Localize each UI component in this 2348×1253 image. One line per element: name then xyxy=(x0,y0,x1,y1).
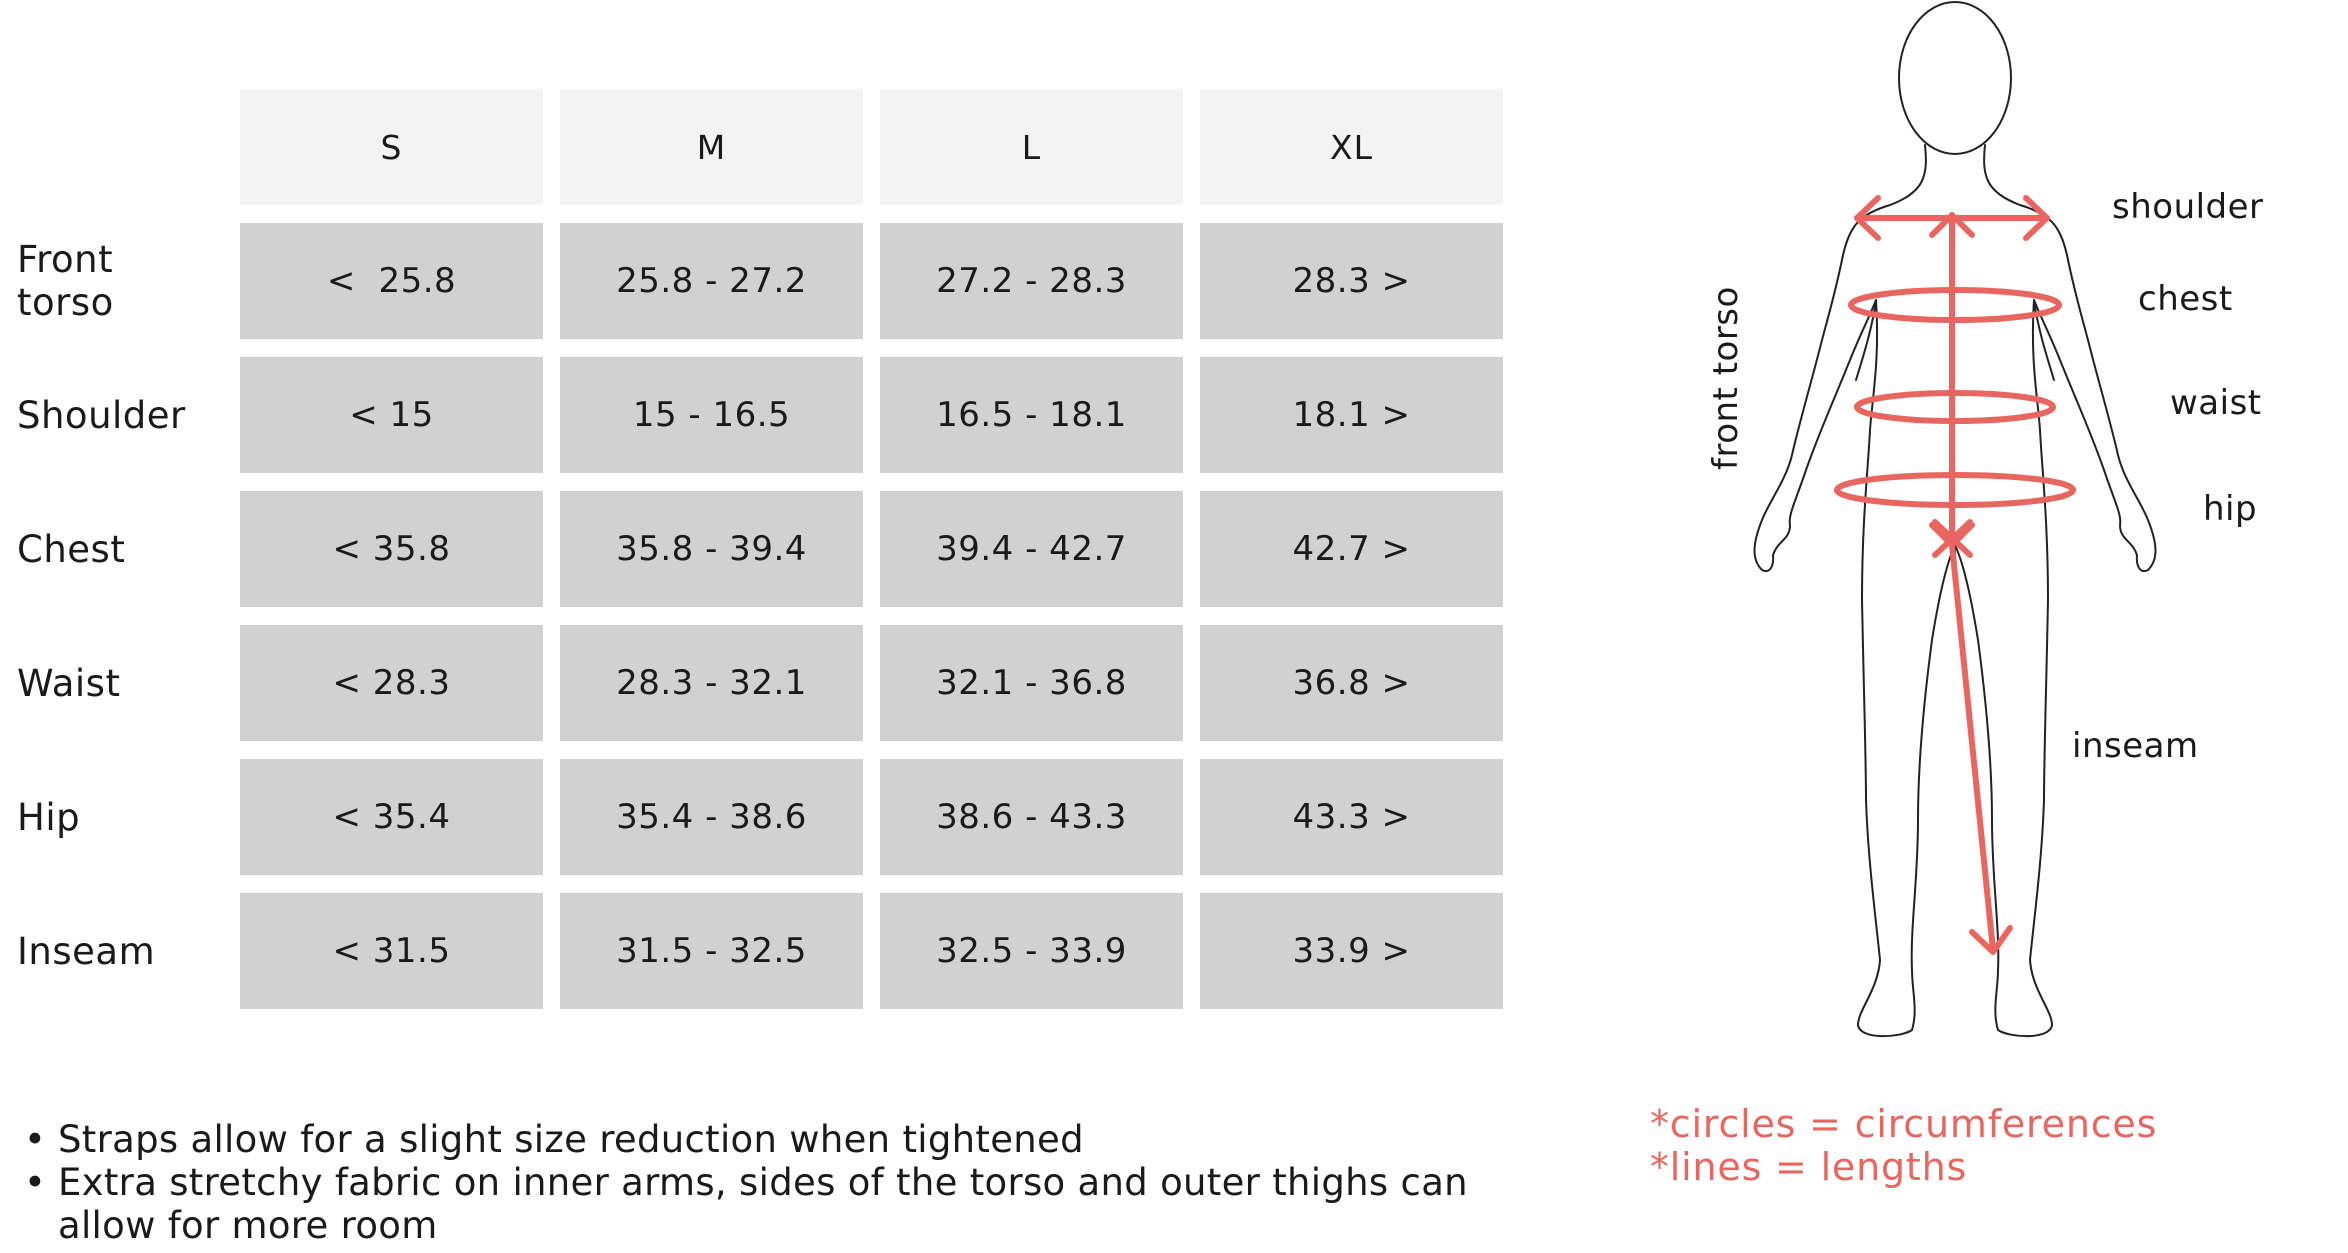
table-cell: 35.4 - 38.6 xyxy=(560,759,863,875)
table-cell: 35.8 - 39.4 xyxy=(560,491,863,607)
waist-circle xyxy=(1854,390,2056,424)
note-item: • Extra stretchy fabric on inner arms, s… xyxy=(22,1161,1502,1247)
table-cell: 32.1 - 36.8 xyxy=(880,625,1183,741)
row-label: Chest xyxy=(17,527,126,571)
table-cell: 15 - 16.5 xyxy=(560,357,863,473)
crotch-cross-b xyxy=(1932,519,1973,558)
head-outline xyxy=(1898,1,2012,155)
table-cell: 32.5 - 33.9 xyxy=(880,893,1183,1009)
table-cell: < 15 xyxy=(240,357,543,473)
table-cell: < 28.3 xyxy=(240,625,543,741)
table-cell: 28.3 - 32.1 xyxy=(560,625,863,741)
left-arm-inner xyxy=(1855,299,1877,381)
row-label: Waist xyxy=(17,661,121,705)
table-cell: 42.7 > xyxy=(1200,491,1503,607)
table-cell: < 35.8 xyxy=(240,491,543,607)
row-label: Shoulder xyxy=(17,393,186,437)
front-torso-label: front torso xyxy=(1706,286,1746,470)
table-cell: 36.8 > xyxy=(1200,625,1503,741)
table-cell: 18.1 > xyxy=(1200,357,1503,473)
shoulder-arrow-right-icon xyxy=(2023,195,2050,241)
table-cell: < 35.4 xyxy=(240,759,543,875)
shoulder-label: shoulder xyxy=(2112,187,2264,227)
waist-label: waist xyxy=(2170,383,2262,423)
table-cell: 28.3 > xyxy=(1200,223,1503,339)
chest-circle xyxy=(1848,287,2062,323)
table-cell: 16.5 - 18.1 xyxy=(880,357,1183,473)
chest-label: chest xyxy=(2138,279,2233,319)
legend-circles: *circles = circumferences xyxy=(1650,1102,2158,1146)
table-cell: 39.4 - 42.7 xyxy=(880,491,1183,607)
column-header-xl: XL xyxy=(1200,89,1503,205)
table-cell: 43.3 > xyxy=(1200,759,1503,875)
note-item: • Straps allow for a slight size reducti… xyxy=(22,1118,1502,1161)
inseam-line xyxy=(1949,542,1996,953)
bullet-icon: • xyxy=(24,1118,47,1161)
shoulder-arrow-left-icon xyxy=(1854,195,1881,241)
note-text: Extra stretchy fabric on inner arms, sid… xyxy=(58,1161,1468,1247)
column-header-s: S xyxy=(240,89,543,205)
legend: *circles = circumferences *lines = lengt… xyxy=(1650,1103,2157,1189)
front-torso-arrow-top-icon xyxy=(1929,212,1975,238)
row-label: Front torso xyxy=(17,238,114,324)
right-arm-inner xyxy=(2033,299,2055,381)
note-text: Straps allow for a slight size reduction… xyxy=(58,1118,1084,1161)
size-chart-table: S M L XL Front torso < 25.8 25.8 - 27.2 27.… xyxy=(17,89,1503,1009)
legend-lines: *lines = lengths xyxy=(1650,1145,1968,1189)
table-cell: 31.5 - 32.5 xyxy=(560,893,863,1009)
table-cell: 27.2 - 28.3 xyxy=(880,223,1183,339)
table-cell: 38.6 - 43.3 xyxy=(880,759,1183,875)
table-cell: < 25.8 xyxy=(240,223,543,339)
column-header-m: M xyxy=(560,89,863,205)
measurement-marks xyxy=(1834,195,2076,955)
table-cell: < 31.5 xyxy=(240,893,543,1009)
row-label: Inseam xyxy=(17,929,156,973)
column-header-l: L xyxy=(880,89,1183,205)
hip-label: hip xyxy=(2203,489,2258,529)
table-cell: 33.9 > xyxy=(1200,893,1503,1009)
notes-list: • Straps allow for a slight size reducti… xyxy=(22,1118,1502,1247)
table-cell: 25.8 - 27.2 xyxy=(560,223,863,339)
row-label: Hip xyxy=(17,795,81,839)
bullet-icon: • xyxy=(24,1161,47,1204)
hip-circle xyxy=(1834,472,2076,508)
inseam-label: inseam xyxy=(2072,726,2199,766)
body-measurement-figure xyxy=(1753,1,2157,1038)
inseam-arrow-icon xyxy=(1969,925,2013,955)
